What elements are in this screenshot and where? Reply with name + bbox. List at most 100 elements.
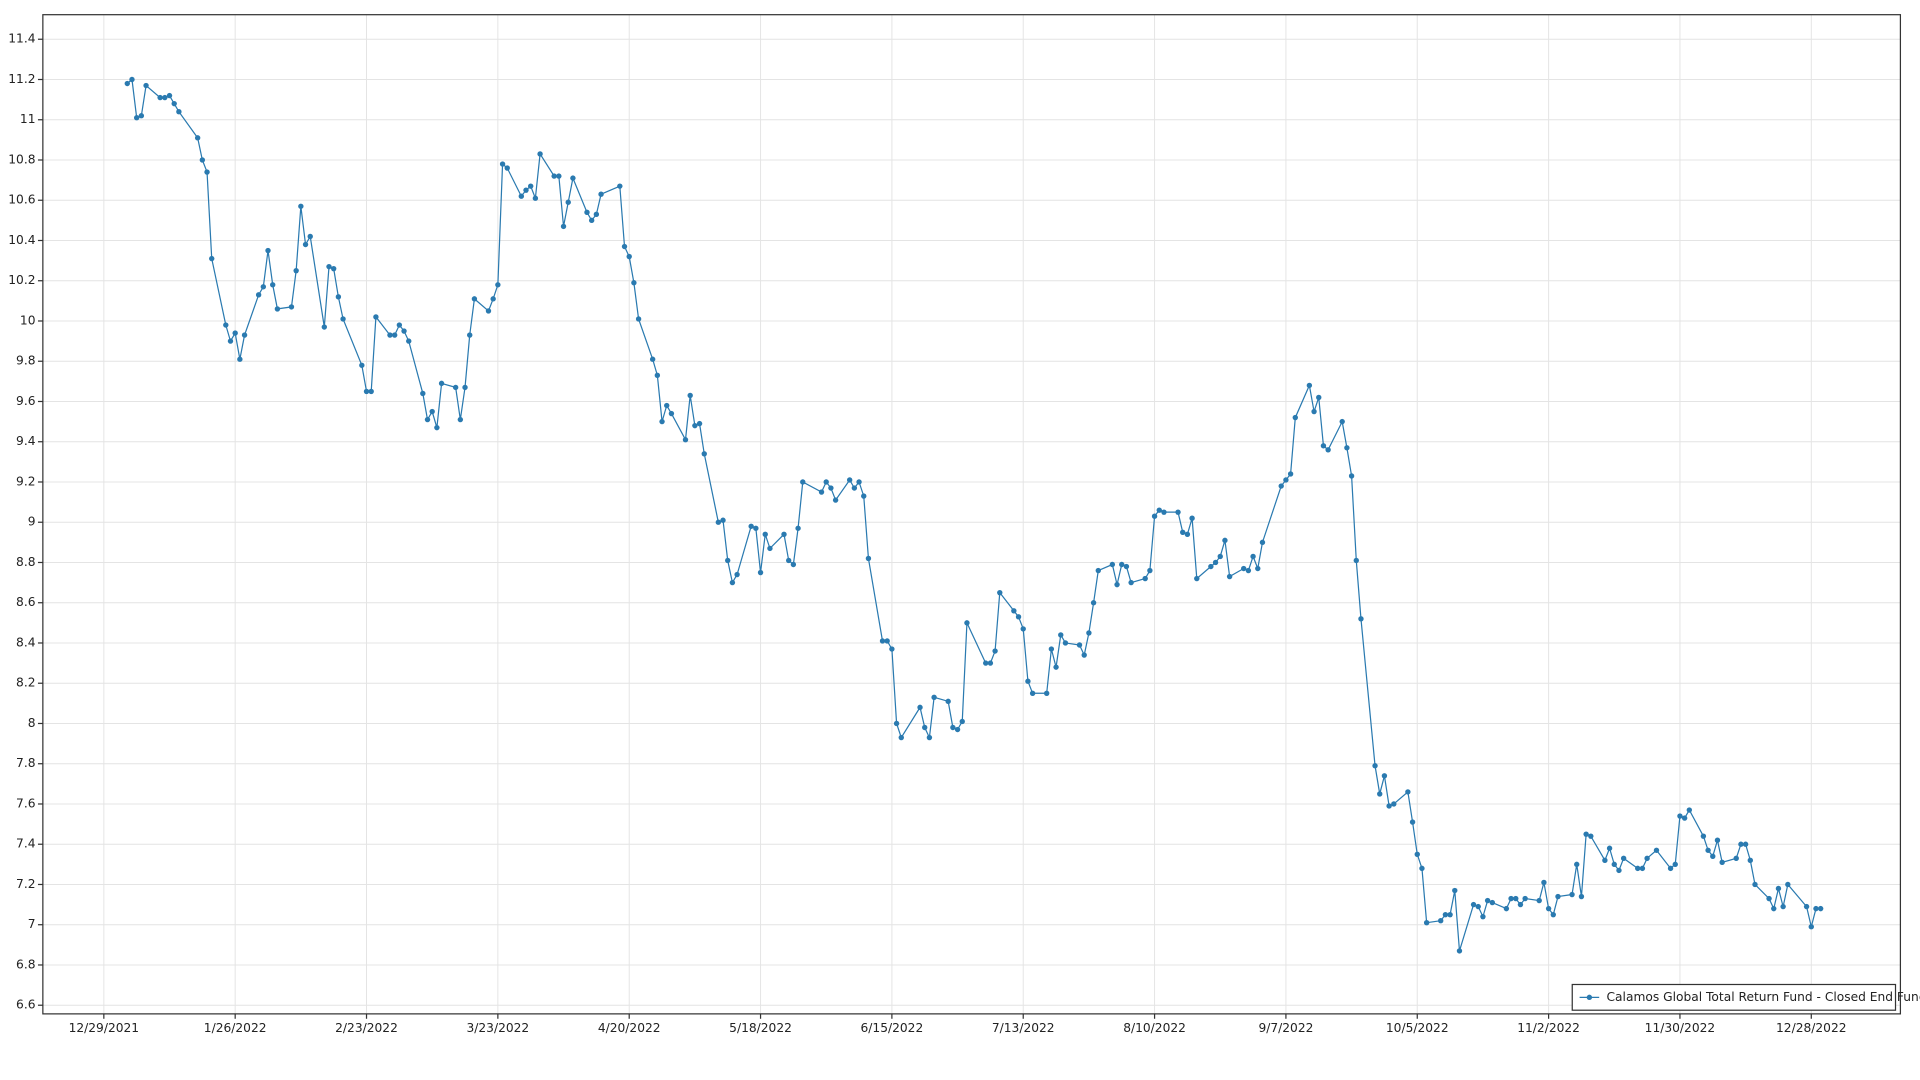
data-point	[194, 135, 201, 141]
data-point	[790, 561, 797, 568]
data-point	[1086, 630, 1092, 636]
data-point	[1513, 895, 1519, 902]
data-point	[1484, 897, 1491, 904]
data-point	[406, 338, 412, 344]
data-point	[157, 94, 163, 101]
data-point	[1025, 678, 1031, 684]
data-point	[429, 408, 435, 415]
data-point	[1639, 865, 1646, 872]
data-point	[1287, 471, 1294, 477]
data-point	[143, 82, 149, 89]
data-point	[762, 531, 768, 538]
data-point	[729, 579, 736, 586]
data-point	[898, 734, 904, 741]
data-point	[992, 648, 998, 654]
data-point	[785, 557, 792, 564]
data-point	[1076, 642, 1083, 648]
data-point	[138, 113, 145, 119]
data-point	[1817, 905, 1824, 912]
data-point	[1541, 879, 1547, 886]
data-point	[1517, 901, 1524, 908]
data-point	[588, 217, 595, 224]
data-point	[1391, 801, 1397, 807]
data-point	[584, 209, 590, 216]
y-tick-label: 9	[28, 515, 36, 529]
data-point	[1090, 600, 1097, 606]
data-point	[879, 638, 886, 644]
axes: 6.6 6.8 7 7.2 7.4 7.6 7.8 8 8.2 8.4 8.6 8.8 9 9.2 9.4 9…	[8, 32, 1846, 1035]
data-point	[692, 422, 698, 429]
data-point	[1292, 414, 1298, 421]
data-point	[387, 332, 393, 338]
data-point	[621, 243, 628, 250]
data-point	[485, 308, 492, 314]
data-point	[1062, 640, 1069, 646]
data-point	[1180, 529, 1186, 535]
data-point	[270, 282, 276, 288]
data-point	[373, 314, 379, 320]
data-point	[889, 646, 895, 652]
y-tick-label: 6.8	[16, 957, 35, 971]
legend: Calamos Global Total Return Fund - Close…	[1571, 983, 1920, 1011]
data-point	[725, 557, 731, 564]
data-point	[668, 410, 675, 417]
y-tick-label: 10	[20, 313, 36, 327]
data-point	[1452, 887, 1458, 894]
data-point	[1705, 847, 1711, 853]
data-point	[795, 525, 801, 531]
data-point	[1620, 855, 1627, 862]
data-point	[983, 660, 989, 666]
data-point	[1569, 891, 1575, 898]
data-point	[964, 620, 970, 626]
x-tick-label: 6/15/2022	[861, 1021, 924, 1035]
data-point	[823, 479, 829, 485]
data-point	[1508, 895, 1514, 902]
data-point	[1405, 789, 1411, 795]
data-point	[1353, 557, 1359, 564]
data-point	[701, 451, 707, 457]
data-point	[664, 402, 670, 409]
data-point	[1358, 616, 1364, 622]
y-tick-label: 6.6	[16, 998, 36, 1012]
data-point	[176, 109, 182, 115]
y-tick-label: 11	[20, 112, 36, 126]
data-point	[617, 183, 623, 189]
data-point	[265, 247, 271, 254]
data-point	[499, 161, 506, 167]
data-point	[931, 694, 937, 701]
data-point	[260, 284, 267, 290]
data-point	[307, 233, 313, 240]
data-point	[1020, 626, 1026, 632]
data-point	[133, 115, 140, 121]
data-point	[1372, 763, 1378, 769]
data-point	[950, 724, 956, 731]
data-point	[1250, 553, 1256, 560]
data-point	[551, 173, 557, 179]
data-point	[734, 571, 740, 578]
data-point	[1161, 509, 1167, 515]
data-point	[326, 263, 332, 270]
data-point	[199, 157, 206, 163]
data-point	[1325, 447, 1331, 453]
x-tick-label: 1/26/2022	[204, 1021, 267, 1035]
data-point	[223, 322, 229, 328]
data-point	[654, 372, 661, 379]
grid	[42, 14, 1901, 1014]
data-point	[1775, 885, 1782, 892]
data-point	[1381, 773, 1388, 779]
data-point	[1344, 445, 1350, 451]
data-point	[1747, 857, 1753, 864]
data-point	[851, 485, 858, 491]
data-point	[1053, 664, 1059, 670]
data-point	[1217, 553, 1223, 560]
data-point	[1142, 575, 1148, 582]
data-point	[987, 660, 994, 666]
data-point	[274, 306, 281, 312]
data-point	[504, 165, 510, 171]
data-point	[1119, 561, 1125, 568]
data-point	[293, 267, 299, 274]
data-point	[363, 388, 370, 395]
data-point	[1681, 815, 1688, 821]
data-point	[682, 437, 689, 443]
